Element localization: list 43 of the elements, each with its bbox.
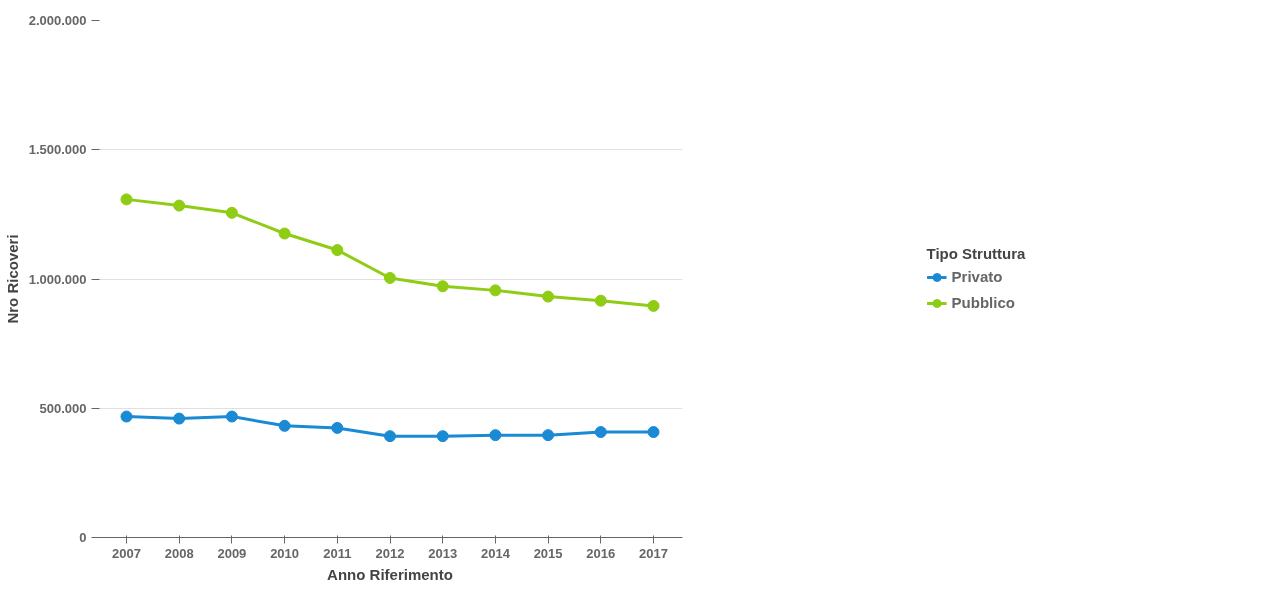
y-axis-title: Nro Ricoveri <box>3 234 21 324</box>
point <box>594 294 607 307</box>
y-tick-label: 500.000 <box>39 400 87 416</box>
x-tick-label: 2014 <box>480 545 511 561</box>
point <box>278 227 291 240</box>
legend-label: Pubblico <box>951 294 1015 311</box>
point <box>384 430 396 443</box>
point <box>331 244 344 257</box>
x-tick-label: 2016 <box>586 545 616 561</box>
x-tick-label: 2012 <box>375 545 405 561</box>
point <box>647 299 660 312</box>
y-tick-label: 0 <box>79 530 87 545</box>
point <box>436 280 449 293</box>
x-tick-label: 2011 <box>323 545 352 561</box>
point <box>384 271 396 284</box>
point <box>225 206 238 219</box>
y-tick-label: 1.500.000 <box>28 142 87 158</box>
point <box>225 410 238 423</box>
point <box>594 426 607 439</box>
point <box>436 430 449 443</box>
x-tick-label: 2008 <box>164 545 194 561</box>
point <box>278 419 291 432</box>
x-tick-label: 2017 <box>639 545 668 561</box>
x-axis-title: Anno Riferimento <box>327 565 453 583</box>
legend-title: Tipo Struttura <box>926 244 1026 262</box>
point <box>542 290 555 303</box>
point <box>173 412 186 425</box>
x-tick-label: 2010 <box>270 545 300 561</box>
x-tick-label: 2009 <box>217 545 247 561</box>
x-tick-label: 2015 <box>533 545 563 561</box>
point <box>331 421 344 434</box>
x-tick-label: 2013 <box>428 545 458 561</box>
point <box>489 284 502 297</box>
point <box>173 199 186 212</box>
y-tick-label: 1.000.000 <box>28 271 87 287</box>
point <box>489 429 502 442</box>
x-tick-label: 2007 <box>112 545 141 561</box>
point <box>120 410 133 423</box>
point <box>647 426 660 439</box>
y-tick-label: 2.000.000 <box>28 13 87 28</box>
legend-label: Privato <box>951 268 1003 285</box>
point <box>542 429 555 442</box>
point <box>120 193 133 206</box>
